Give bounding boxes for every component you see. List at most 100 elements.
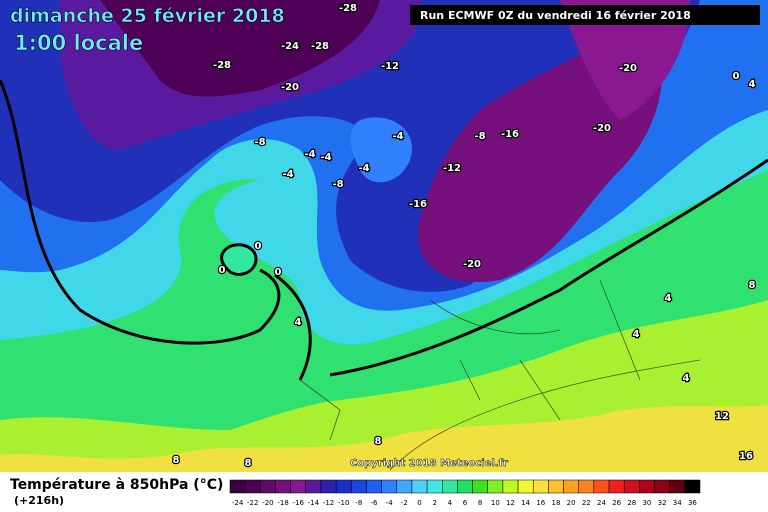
contour-label: 4 xyxy=(633,329,640,340)
scale-label: 18 xyxy=(552,499,561,507)
contour-label: -8 xyxy=(332,179,343,190)
contour-label: 8 xyxy=(173,455,180,466)
contour-label: -16 xyxy=(409,199,427,210)
scale-swatch xyxy=(305,479,322,494)
contour-label: 0 xyxy=(255,241,262,252)
contour-label: 12 xyxy=(715,411,729,422)
scale-label: -14 xyxy=(308,499,320,507)
contour-label: 0 xyxy=(219,265,226,276)
scale-swatch xyxy=(472,479,488,494)
scale-label: -6 xyxy=(371,499,379,507)
contour-label: -20 xyxy=(281,82,299,93)
run-info: Run ECMWF 0Z du vendredi 16 février 2018 xyxy=(420,9,691,22)
contour-label: -12 xyxy=(443,163,461,174)
scale-label: -24 xyxy=(232,499,244,507)
scale-swatch xyxy=(381,479,398,494)
run-banner xyxy=(410,5,760,25)
scale-swatch xyxy=(366,479,382,494)
color-scale: -24 -22 -20 -18 -16 -14 -12 -10 -8 -6 -4 -2 0 2 4 6 8 10 1… xyxy=(229,479,701,507)
contour-labels: -28 -24 -28 -28 -20 -12 -20 0 4 -20 -8 -4 -8 -16 -4 -4 -… xyxy=(171,2,756,470)
scale-swatch xyxy=(684,479,701,494)
scale-swatch xyxy=(335,479,352,494)
field-minus-24 xyxy=(100,0,380,97)
contour-label: -28 xyxy=(311,41,329,52)
scale-label: 24 xyxy=(597,499,606,507)
contour-label: -4 xyxy=(358,163,369,174)
scale-swatch xyxy=(502,479,519,494)
contour-label: -4 xyxy=(282,169,293,180)
scale-swatch xyxy=(517,479,534,494)
scale-swatch xyxy=(593,479,610,494)
contour-label: -20 xyxy=(619,63,637,74)
scale-swatch xyxy=(457,479,473,494)
scale-label: -18 xyxy=(277,499,288,507)
scale-swatch xyxy=(229,479,246,494)
contour-label: 4 xyxy=(295,317,302,328)
field-minus-4-north xyxy=(350,117,412,183)
scale-label: 22 xyxy=(582,499,591,507)
lead-time: (+216h) xyxy=(14,494,64,507)
contour-label: 8 xyxy=(375,436,382,447)
scale-label: 20 xyxy=(567,499,576,507)
scale-swatch xyxy=(548,479,564,494)
scale-label: 14 xyxy=(521,499,530,507)
scale-label: -10 xyxy=(338,499,349,507)
scale-label: -2 xyxy=(401,499,408,507)
contour-label: 0 xyxy=(733,71,740,82)
contour-label: -12 xyxy=(381,61,399,72)
scale-swatch xyxy=(290,479,307,494)
temperature-map xyxy=(0,0,768,472)
scale-swatch xyxy=(426,479,443,494)
contour-label: -28 xyxy=(339,3,357,14)
map-date: dimanche 25 février 2018 xyxy=(10,5,285,27)
contour-label: -16 xyxy=(501,129,519,140)
scale-label: -16 xyxy=(293,499,305,507)
scale-label: 4 xyxy=(448,499,453,507)
contour-label: -8 xyxy=(474,131,485,142)
scale-label: -20 xyxy=(262,499,273,507)
contour-label: -20 xyxy=(463,259,481,270)
contour-label: 4 xyxy=(665,293,672,304)
contour-label: -4 xyxy=(320,152,331,163)
scale-swatch xyxy=(563,479,579,494)
scale-swatch xyxy=(411,479,428,494)
scale-swatch xyxy=(275,479,291,494)
scale-swatch xyxy=(244,479,261,494)
contour-label: -20 xyxy=(593,123,611,134)
map-time: 1:00 locale xyxy=(14,31,143,55)
contour-label: 0 xyxy=(275,267,282,278)
scale-label: -12 xyxy=(323,499,334,507)
borders xyxy=(299,279,701,471)
contour-label: 8 xyxy=(245,458,252,469)
scale-label: 6 xyxy=(463,499,468,507)
scale-swatch xyxy=(260,479,276,494)
legend-title: Température à 850hPa (°C) xyxy=(10,477,223,493)
scale-swatch xyxy=(578,479,595,494)
scale-label: 0 xyxy=(417,499,421,507)
scale-swatch xyxy=(639,479,655,494)
scale-label: -4 xyxy=(386,499,394,507)
scale-label: 12 xyxy=(506,499,515,507)
scale-label: 28 xyxy=(627,499,636,507)
scale-swatch xyxy=(608,479,625,494)
scale-label: 36 xyxy=(688,499,697,507)
scale-label: 8 xyxy=(478,499,482,507)
scale-label: 30 xyxy=(642,499,651,507)
contour-label: -24 xyxy=(281,41,299,52)
scale-label: -22 xyxy=(247,499,258,507)
scale-swatch xyxy=(396,479,413,494)
zero-isotherm xyxy=(0,79,768,381)
scale-label: -8 xyxy=(355,499,362,507)
contour-label: 16 xyxy=(739,451,753,462)
contour-label: -8 xyxy=(254,137,265,148)
scale-swatch xyxy=(669,479,686,494)
field-minus-20-east xyxy=(560,0,690,120)
scale-swatch xyxy=(623,479,640,494)
scale-swatch xyxy=(320,479,337,494)
contour-label: -28 xyxy=(213,60,231,71)
contour-label: 8 xyxy=(749,280,756,291)
contour-label: -4 xyxy=(392,131,403,142)
scale-label: 16 xyxy=(536,499,545,507)
